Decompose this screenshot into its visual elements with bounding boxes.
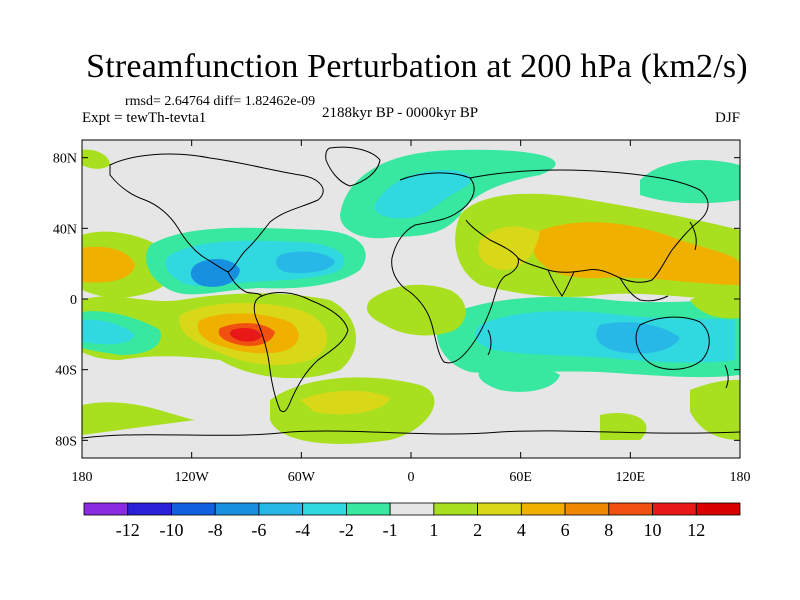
colorbar-swatch <box>477 502 522 516</box>
lat-tick-label: 80N <box>53 152 77 167</box>
colorbar-swatch <box>433 502 479 516</box>
colorbar: -12 -10 -8 -6 -4 -2 -1 1 2 4 6 8 10 12 <box>83 502 741 540</box>
contour-south-pacific <box>600 412 647 440</box>
colorbar-label: 4 <box>517 520 526 540</box>
contour-asian-ridge <box>530 222 740 285</box>
coastline-japan <box>689 221 697 251</box>
coastline-madagascar <box>487 329 492 356</box>
colorbar-label: -10 <box>159 520 183 540</box>
lon-tick-label: 180 <box>72 470 93 485</box>
contour-north-pacific-green <box>640 160 740 204</box>
colorbar-label: -8 <box>208 520 223 540</box>
period-label: 2188kyr BP - 0000kyr BP <box>322 105 479 121</box>
colorbar-swatch <box>389 502 435 516</box>
lat-tick-label: 40N <box>53 222 77 237</box>
colorbar-label: -2 <box>339 520 354 540</box>
colorbar-label: -6 <box>251 520 266 540</box>
colorbar-label: -4 <box>295 520 310 540</box>
contour-indian-trough-core <box>596 322 680 354</box>
lat-tick-label: 40S <box>55 364 77 379</box>
contour-fill <box>82 149 740 444</box>
contour-south-africa-blob <box>478 363 560 392</box>
colorbar-swatch <box>171 502 216 516</box>
contour-central-america-core <box>190 258 240 287</box>
colorbar-swatch <box>520 502 566 516</box>
lat-tick-label: 0 <box>70 293 77 308</box>
contour-south-band <box>82 402 195 435</box>
coastline-asia <box>469 169 709 283</box>
coastline-greenland <box>325 146 381 187</box>
lon-tick-label: 60W <box>288 470 316 485</box>
lon-tick-label: 120E <box>616 470 646 485</box>
colorbar-label: 8 <box>604 520 613 540</box>
colorbar-swatch <box>564 502 610 516</box>
contour-south-american-ridge-peak <box>230 328 262 342</box>
contour-north-pacific-ridge-core <box>82 246 135 283</box>
lat-tick-label: 80S <box>55 434 77 449</box>
coastlines <box>82 146 740 439</box>
contour-west-pacific-green <box>690 292 740 319</box>
colorbar-swatch <box>258 502 304 516</box>
contour-east-pacific-trough-core <box>82 319 135 345</box>
coastline-australia <box>635 316 710 370</box>
coastline-new-zealand <box>724 364 729 389</box>
colorbar-label: 6 <box>561 520 570 540</box>
contour-asian-ridge-outer <box>478 226 540 270</box>
colorbar-label: -12 <box>116 520 140 540</box>
axis-ticks: 80N 40N 0 40S 80S 180 120W 60W 0 60E 120E 180 <box>53 140 751 485</box>
colorbar-swatch <box>302 502 347 516</box>
plot-title: Streamfunction Perturbation at 200 hPa (… <box>86 48 748 85</box>
experiment-label: Expt = tewTh-tevta1 <box>82 110 207 126</box>
colorbar-swatch <box>83 502 129 516</box>
lon-tick-label: 180 <box>730 470 751 485</box>
season-label: DJF <box>714 110 740 126</box>
contour-southeast-band <box>690 379 740 440</box>
contour-north-atlantic-core <box>374 170 471 219</box>
contour-arctic-green <box>82 149 110 169</box>
colorbar-swatch <box>214 502 260 516</box>
colorbar-swatch <box>608 502 653 516</box>
colorbar-label: 10 <box>644 520 662 540</box>
colorbar-swatch <box>652 502 697 516</box>
lon-tick-label: 120W <box>175 470 210 485</box>
contour-caribbean-core <box>275 251 335 274</box>
colorbar-label: -1 <box>383 520 398 540</box>
colorbar-label: 1 <box>429 520 438 540</box>
coastline-europe-africa <box>391 172 519 364</box>
coastline-central-america <box>227 271 263 297</box>
rmsd-stats: rmsd= 2.64764 diff= 1.82462e-09 <box>125 94 316 109</box>
coastline-south-america <box>253 292 349 413</box>
colorbar-swatch <box>695 502 741 516</box>
colorbar-label: 12 <box>687 520 705 540</box>
contour-african-band <box>366 284 466 336</box>
colorbar-label: 2 <box>473 520 482 540</box>
lon-tick-label: 0 <box>408 470 415 485</box>
coastline-india <box>547 269 575 297</box>
coastline-north-america <box>109 153 324 273</box>
colorbar-swatch <box>127 502 172 516</box>
coastline-antarctica <box>82 430 740 439</box>
coastline-southeast-asia <box>619 277 669 302</box>
contour-south-atlantic-core <box>300 390 390 415</box>
colorbar-swatch <box>345 502 391 516</box>
lon-tick-label: 60E <box>509 470 532 485</box>
